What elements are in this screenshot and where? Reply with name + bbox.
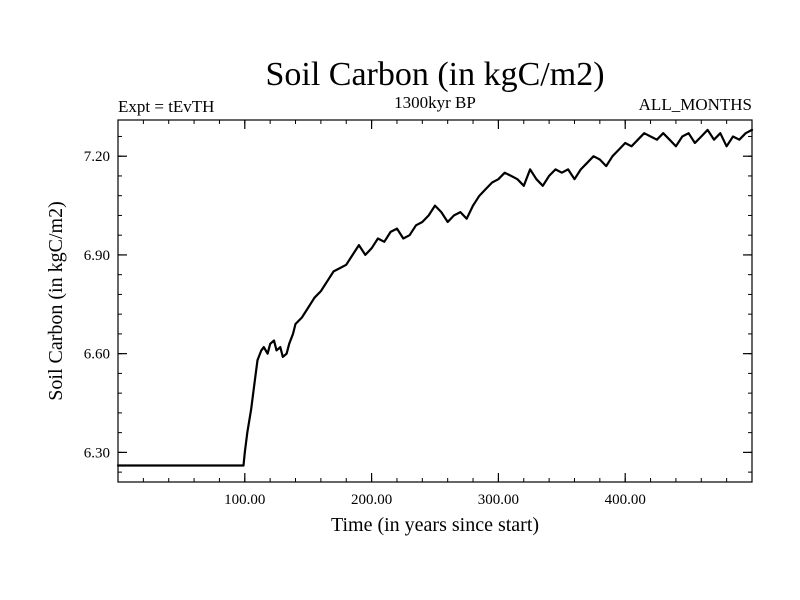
plot-layer: 100.00 200.00 300.00 400.00 6.30 6.60 6.90 7.20 [84,120,754,508]
x-tick-label: 300.00 [478,492,519,508]
y-axis-title: Soil Carbon (in kgC/m2) [45,201,67,400]
x-axis-title: Time (in years since start) [331,514,539,536]
x-tick-label: 400.00 [605,492,646,508]
plot-frame [117,119,753,483]
period-label: 1300kyr BP [394,93,476,112]
experiment-label: Expt = tEvTH [118,97,214,116]
x-tick-label: 100.00 [224,492,265,508]
chart-title: Soil Carbon (in kgC/m2) [265,56,604,93]
y-tick-label: 6.90 [84,248,110,264]
x-tick-label: 200.00 [351,492,392,508]
y-tick-label: 7.20 [84,149,110,165]
soil-carbon-series-line [116,128,754,467]
y-tick-label: 6.30 [84,445,110,461]
months-label: ALL_MONTHS [639,95,752,114]
y-tick-label: 6.60 [84,347,110,363]
